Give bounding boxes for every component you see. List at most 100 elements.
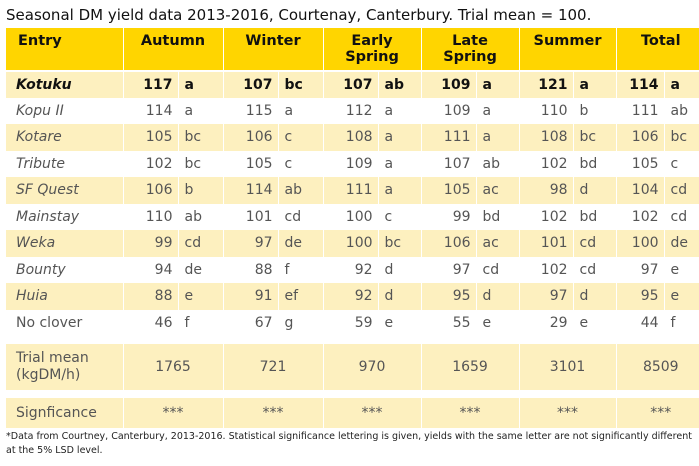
significance-total: *** [650,405,672,421]
significance-row: Signficance *** *** *** *** *** *** [6,398,699,428]
entry-name: Kopu II [6,97,124,124]
winter-value: 97 [223,230,279,257]
significance-late-spring: *** [421,398,520,428]
header-early-spring-line1: Early [351,33,393,49]
entry-name: Weka [6,230,124,257]
summer-value: 102 [519,203,574,230]
significance-winter: *** [223,398,324,428]
total-letter: cd [670,208,688,225]
summer-letter: cd [573,256,617,283]
late-spring-letter: e [476,309,520,336]
header-winter: Winter [223,28,324,72]
autumn-value: 105 [123,124,179,151]
table-header: Entry Autumn Winter Early Spring Late Sp… [6,28,699,72]
late-spring-letter: ab [476,150,520,177]
early-spring-value: 112 [323,97,379,124]
summer-value: 97 [519,283,574,310]
summer-letter: e [573,309,617,336]
early-spring-value: 100 [323,230,379,257]
autumn-value: 102 [123,150,179,177]
early-spring-letter: a [378,150,422,177]
late-spring-letter: ac [476,177,520,204]
significance-summer: *** [519,398,617,428]
autumn-value: 88 [123,283,179,310]
early-spring-value: 92 [323,256,379,283]
late-spring-letter: a [476,97,520,124]
trial-mean-winter: 721 [223,344,324,390]
winter-letter: ef [278,283,324,310]
autumn-value: 99 [123,230,179,257]
summer-letter: d [573,177,617,204]
late-spring-letter: bd [476,203,520,230]
table-row: Tribute 102 bc 105 c 109 a 107 ab 102 bd 105 c [6,150,699,177]
table-row: No clover 46 f 67 g 59 e 55 e 29 e 44 f [6,309,699,336]
header-late-spring-line2: Spring [443,49,497,66]
summer-letter: b [573,97,617,124]
significance-autumn: *** [123,398,224,428]
summer-value: 110 [519,97,574,124]
late-spring-value: 55 [421,309,477,336]
summer-value: 108 [519,124,574,151]
late-spring-letter: a [476,124,520,151]
summer-letter: bd [573,203,617,230]
entry-name: Mainstay [6,203,124,230]
winter-letter: de [278,230,324,257]
early-spring-value: 107 [323,71,379,98]
winter-value: 114 [223,177,279,204]
table-row: Bounty 94 de 88 f 92 d 97 cd 102 cd 97 e [6,256,699,283]
table-row: Mainstay 110 ab 101 cd 100 c 99 bd 102 bd 102 cd [6,203,699,230]
trial-mean-autumn: 1765 [123,344,224,390]
late-spring-value: 111 [421,124,477,151]
entry-name: Huia [6,283,124,310]
total-value: 106 [616,124,665,151]
trial-mean-early-spring: 970 [323,344,422,390]
autumn-letter: bc [178,150,224,177]
yield-table: Entry Autumn Winter Early Spring Late Sp… [6,28,699,428]
early-spring-letter: e [378,309,422,336]
autumn-letter: bc [178,124,224,151]
early-spring-letter: c [378,203,422,230]
header-late-spring: Late Spring [421,28,520,72]
early-spring-value: 100 [323,203,379,230]
trial-mean-row: Trial mean (kgDM/h) 1765 721 970 1659 31… [6,344,699,390]
summer-letter: bd [573,150,617,177]
table-row: Kotuku 117 a 107 bc 107 ab 109 a 121 a 114 a [6,71,699,98]
table-row: Kopu II 114 a 115 a 112 a 109 a 110 b 111 ab [6,97,699,124]
table-row: SF Quest 106 b 114 ab 111 a 105 ac 98 d 104 cd [6,177,699,204]
entry-name: Bounty [6,256,124,283]
total-letter: a [670,76,680,93]
table-row: Weka 99 cd 97 de 100 bc 106 ac 101 cd 100 de [6,230,699,257]
header-early-spring: Early Spring [323,28,422,72]
total-letter: de [670,235,689,252]
winter-letter: bc [278,71,324,98]
header-autumn: Autumn [123,28,224,72]
trial-mean-label-line2: (kgDM/h) [16,367,81,383]
total-value: 104 [616,177,665,204]
summer-letter: d [573,283,617,310]
early-spring-letter: ab [378,71,422,98]
entry-name: Tribute [6,150,124,177]
entry-name: Kotuku [6,71,124,98]
autumn-letter: a [178,97,224,124]
late-spring-letter: d [476,283,520,310]
summer-value: 121 [519,71,574,98]
autumn-value: 114 [123,97,179,124]
entry-name: Kotare [6,124,124,151]
winter-value: 115 [223,97,279,124]
summer-value: 102 [519,256,574,283]
table-title: Seasonal DM yield data 2013-2016, Courte… [6,6,592,24]
autumn-letter: ab [178,203,224,230]
autumn-letter: a [178,71,224,98]
late-spring-letter: cd [476,256,520,283]
late-spring-value: 106 [421,230,477,257]
trial-mean-label: Trial mean (kgDM/h) [6,344,124,390]
table-row: Huia 88 e 91 ef 92 d 95 d 97 d 95 e [6,283,699,310]
winter-value: 106 [223,124,279,151]
separator-row [6,390,699,398]
autumn-letter: f [178,309,224,336]
total-value: 97 [616,256,665,283]
early-spring-value: 59 [323,309,379,336]
early-spring-letter: a [378,177,422,204]
winter-letter: c [278,124,324,151]
total-letter: cd [670,182,688,199]
